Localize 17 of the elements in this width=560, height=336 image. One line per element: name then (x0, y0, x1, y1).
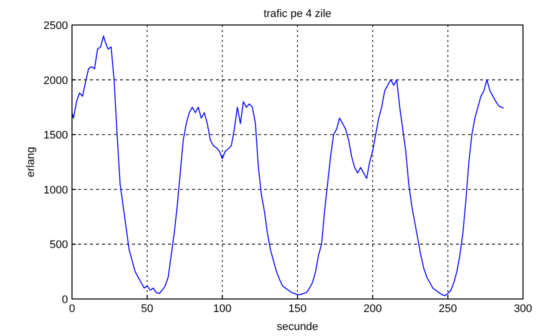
x-tick-label: 250 (438, 303, 458, 315)
line-series (72, 35, 504, 296)
x-axis-title: secunde (276, 321, 318, 333)
x-tick-label: 100 (213, 303, 232, 315)
y-tick-label: 500 (50, 239, 68, 252)
y-tick-label: 1500 (44, 130, 68, 142)
x-tick-label: 50 (141, 303, 154, 315)
y-axis-title: erlang (25, 146, 37, 178)
y-tick-label: 0 (62, 294, 68, 306)
x-tick-label: 300 (514, 303, 532, 315)
x-tick-label: 0 (68, 303, 76, 315)
y-tick-label: 2500 (44, 20, 68, 32)
x-tick-label: 150 (288, 303, 307, 315)
chart-title: trafic pe 4 zile (264, 8, 332, 20)
x-tick-label: 200 (363, 303, 382, 315)
y-tick-label: 2000 (44, 74, 68, 87)
y-tick-label: 1000 (44, 184, 68, 196)
